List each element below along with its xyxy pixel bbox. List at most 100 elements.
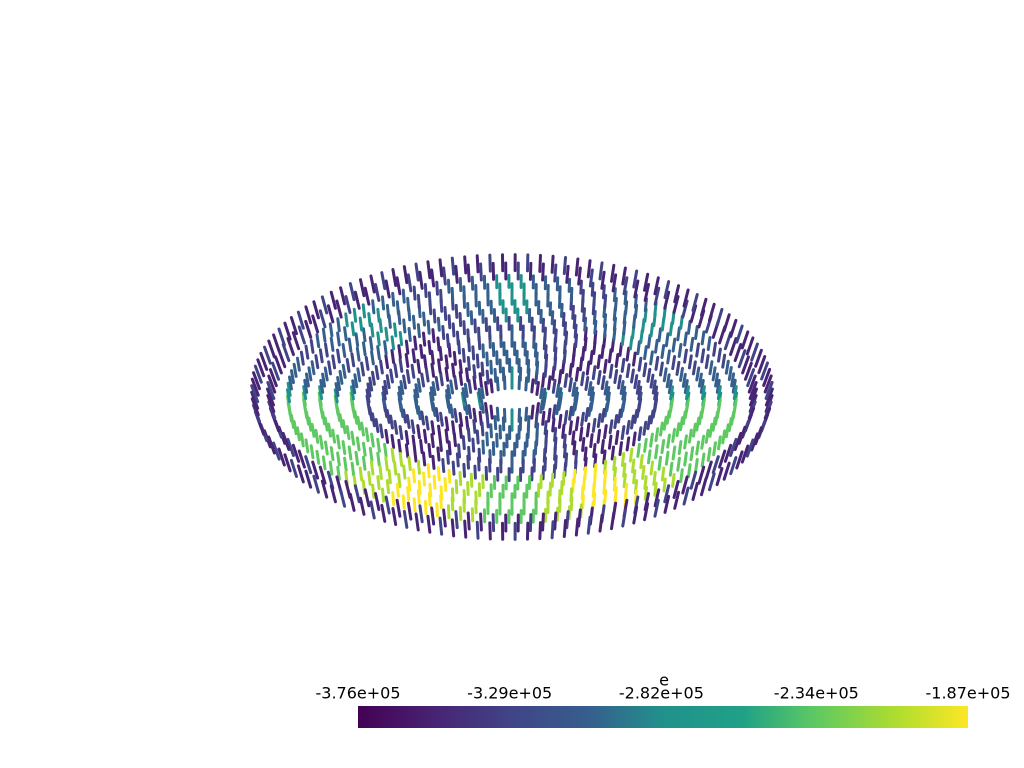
glyph (479, 262, 483, 282)
glyph (671, 337, 677, 353)
glyph (326, 304, 335, 324)
glyph (649, 322, 655, 338)
glyph (356, 367, 362, 383)
glyph (391, 267, 398, 287)
glyph (416, 358, 421, 374)
glyph (603, 424, 608, 440)
glyph (764, 387, 774, 407)
glyph (407, 326, 412, 342)
glyph (596, 413, 602, 429)
glyph (478, 372, 483, 388)
glyph (397, 438, 402, 454)
glyph (682, 486, 690, 506)
glyph (355, 436, 361, 452)
glyph (585, 422, 591, 438)
glyph (427, 340, 432, 356)
glyph (405, 414, 411, 430)
glyph (250, 397, 260, 417)
glyph (543, 326, 547, 342)
glyph (291, 443, 301, 463)
glyph (329, 336, 335, 352)
glyph (361, 303, 367, 319)
glyph (295, 356, 301, 372)
glyph (385, 479, 391, 495)
glyph (401, 494, 406, 510)
glyph (485, 369, 490, 385)
glyph (660, 466, 666, 482)
glyph (391, 491, 396, 507)
glyph (434, 376, 440, 392)
glyph (351, 379, 357, 395)
glyph (603, 293, 608, 309)
glyph (653, 286, 661, 306)
glyph (466, 328, 470, 344)
glyph (642, 420, 648, 436)
glyph (587, 401, 593, 417)
glyph (331, 354, 337, 370)
glyph (385, 303, 391, 319)
glyph (479, 512, 483, 532)
glyph (733, 343, 743, 363)
glyph (700, 452, 706, 468)
glyph (727, 366, 733, 382)
glyph (672, 479, 680, 499)
glyph (632, 469, 637, 485)
glyph (341, 440, 347, 456)
glyph (662, 415, 668, 431)
glyph (333, 388, 339, 404)
glyph (741, 355, 750, 375)
glyph (539, 384, 544, 400)
glyph (444, 428, 449, 444)
glyph (457, 443, 462, 459)
glyph (439, 411, 444, 427)
glyph (447, 314, 452, 330)
glyph (376, 451, 381, 467)
glyph (384, 354, 390, 370)
glyph (679, 416, 684, 432)
glyph (393, 419, 399, 435)
glyph (370, 412, 376, 428)
glyph (442, 266, 447, 286)
glyph (636, 442, 641, 458)
glyph (683, 331, 688, 347)
glyph (411, 468, 417, 484)
glyph (384, 326, 389, 342)
glyph (649, 373, 655, 389)
glyph (591, 365, 597, 381)
glyph (643, 282, 650, 302)
glyph (353, 290, 361, 310)
glyph (681, 410, 687, 426)
glyph (379, 359, 384, 375)
glyph (341, 419, 347, 435)
glyph (727, 416, 733, 432)
glyph (571, 304, 575, 320)
glyph (683, 434, 688, 450)
glyph (366, 382, 372, 398)
glyph (573, 323, 578, 339)
glyph (368, 446, 374, 462)
glyph (302, 385, 308, 401)
glyph (281, 343, 291, 363)
glyph (600, 375, 606, 391)
tick-label: -1.87e+05 (925, 684, 1010, 703)
glyph (434, 406, 440, 422)
glyph (740, 444, 750, 464)
glyph (461, 387, 467, 403)
glyph (762, 367, 772, 387)
glyph (535, 351, 539, 367)
glyph (641, 464, 646, 480)
glyph (649, 460, 655, 476)
glyph (380, 487, 386, 503)
glyph (451, 420, 456, 436)
glyph (395, 300, 400, 316)
glyph (730, 372, 736, 388)
glyph (416, 459, 421, 475)
glyph (643, 475, 648, 491)
glyph (712, 441, 717, 457)
glyph (564, 330, 569, 346)
glyph (677, 440, 683, 456)
glyph (587, 381, 593, 397)
glyph (609, 511, 616, 531)
glyph (493, 415, 498, 431)
glyph (339, 286, 347, 306)
